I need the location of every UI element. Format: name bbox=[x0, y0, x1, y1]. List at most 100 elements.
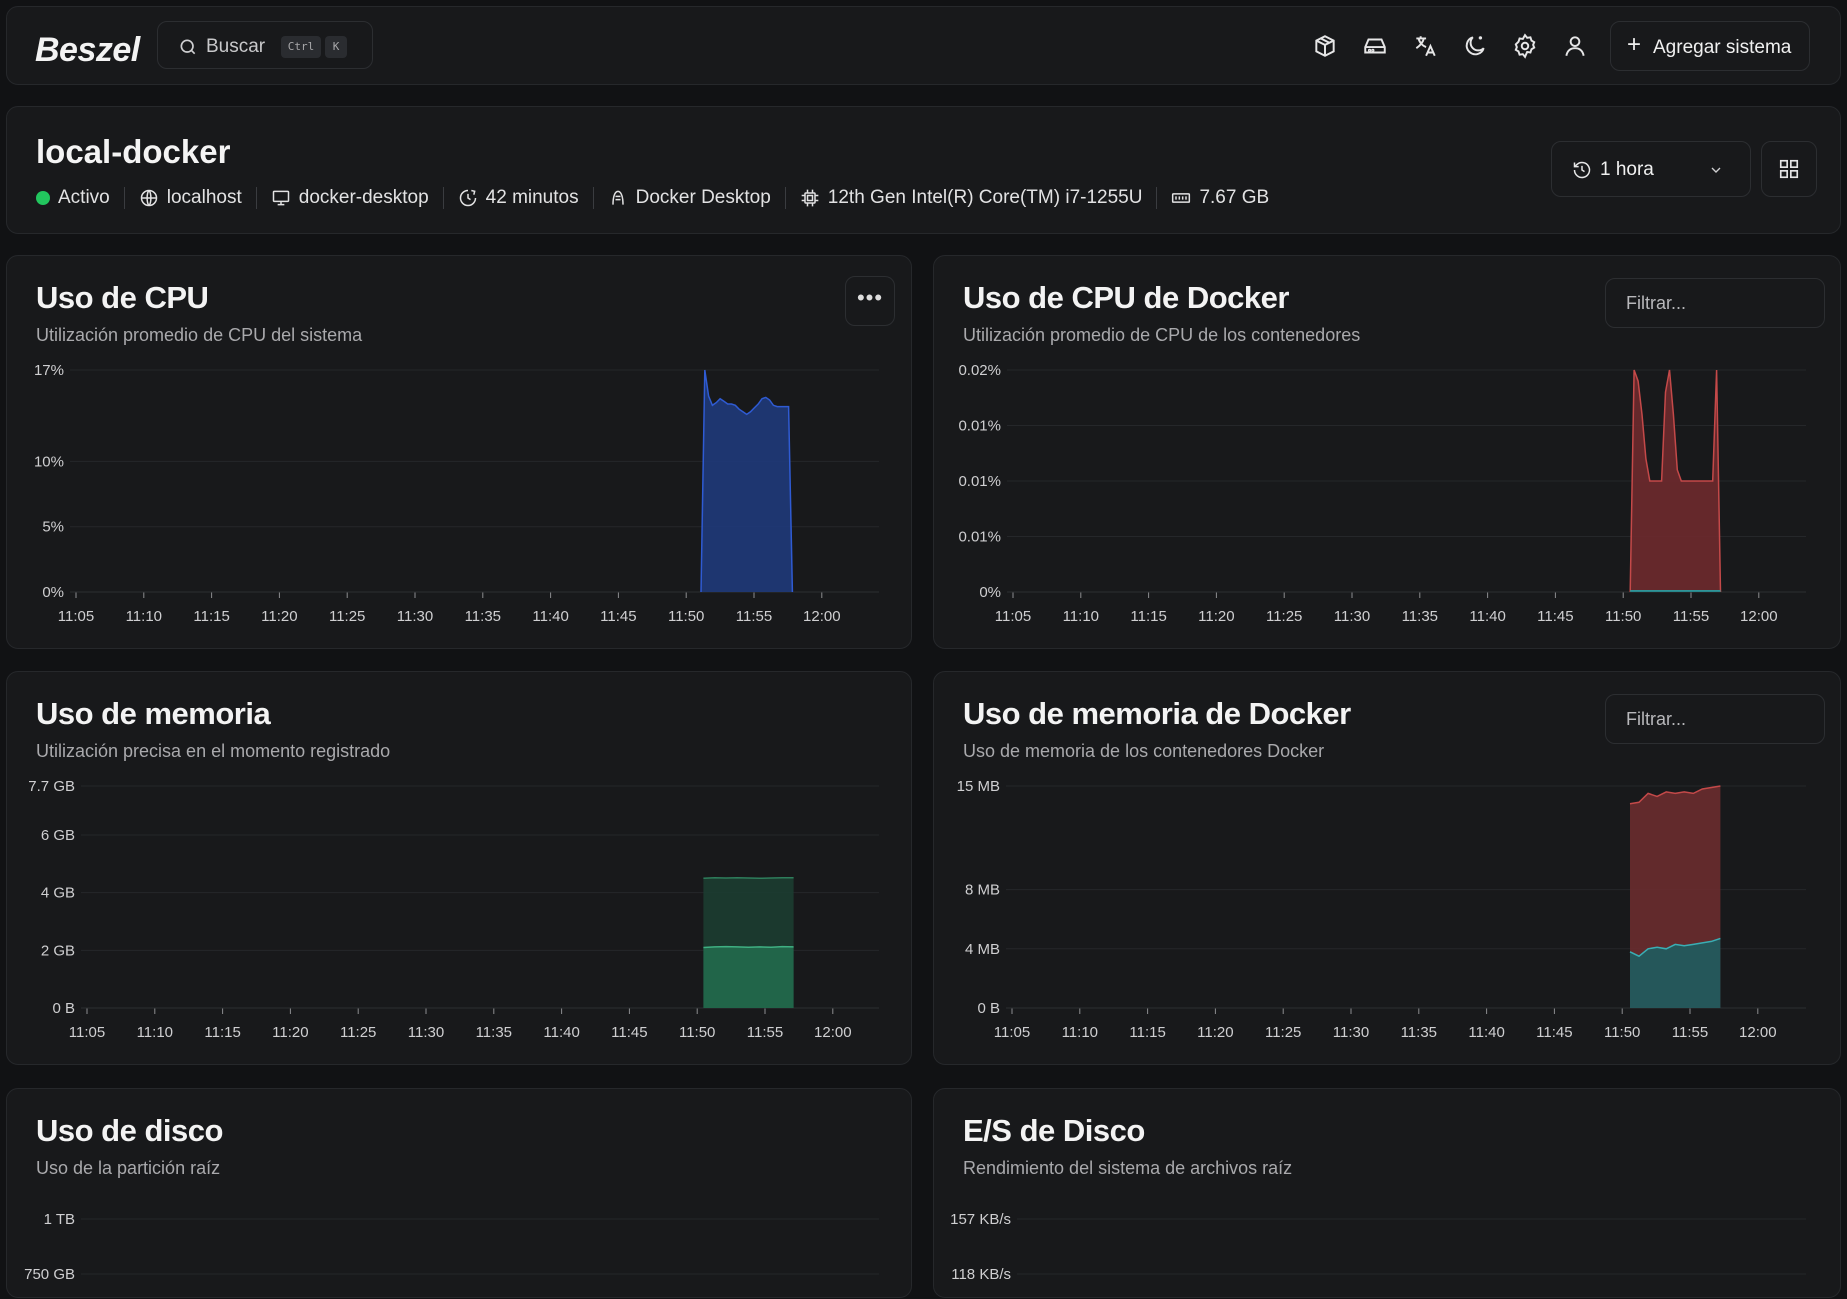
filter-input[interactable] bbox=[1605, 278, 1825, 328]
y-tick-label: 17% bbox=[34, 362, 64, 379]
x-tick-label: 12:00 bbox=[814, 1024, 852, 1041]
x-tick-label: 11:05 bbox=[69, 1024, 105, 1041]
status-text: Activo bbox=[58, 187, 110, 208]
system-info-panel: local-docker Activo localhost docker-des… bbox=[6, 106, 1841, 234]
x-tick-label: 11:20 bbox=[1197, 1024, 1233, 1041]
series-area-0 bbox=[1630, 370, 1721, 592]
monitor-icon bbox=[272, 190, 289, 206]
y-tick-label: 0 B bbox=[977, 1000, 1000, 1017]
more-options-button[interactable]: ••• bbox=[845, 276, 895, 326]
y-tick-label: 0% bbox=[979, 584, 1001, 601]
series-line-0 bbox=[1629, 369, 1722, 593]
card-title: Uso de CPU bbox=[36, 280, 209, 315]
y-tick-label: 6 GB bbox=[41, 827, 75, 844]
series-line-1 bbox=[1629, 937, 1721, 958]
system-meta: Activo localhost docker-desktop 42 minut… bbox=[36, 187, 1269, 209]
x-tick-label: 11:40 bbox=[543, 1024, 579, 1041]
x-tick-label: 11:30 bbox=[1334, 608, 1370, 625]
cpu-chart: 17% 10% 5% 0% 11:05 11:10 11:15 11:20 11:25 11:30… bbox=[34, 362, 879, 625]
layout-toggle-button[interactable] bbox=[1761, 141, 1817, 197]
settings-icon[interactable] bbox=[1512, 33, 1538, 59]
card-title: Uso de memoria de Docker bbox=[963, 696, 1351, 731]
search-placeholder: Buscar bbox=[206, 36, 266, 57]
x-tick-label: 11:55 bbox=[1672, 1024, 1708, 1041]
x-tick-label: 11:45 bbox=[600, 608, 636, 625]
disk-chart: 1 TB 750 GB bbox=[24, 1211, 879, 1283]
x-tick-label: 11:55 bbox=[747, 1024, 783, 1041]
y-tick-label: 4 GB bbox=[41, 885, 75, 902]
memory-text: 7.67 GB bbox=[1199, 187, 1270, 208]
filter-input[interactable] bbox=[1605, 694, 1825, 744]
memory-chart-card: Uso de memoria Utilización precisa en el… bbox=[6, 671, 912, 1065]
x-tick-label: 11:55 bbox=[1673, 608, 1709, 625]
os-text: Docker Desktop bbox=[635, 187, 771, 208]
x-tick-label: 11:40 bbox=[532, 608, 568, 625]
hard-drive-icon[interactable] bbox=[1362, 33, 1388, 59]
card-subtitle: Uso de la partición raíz bbox=[36, 1158, 221, 1178]
card-subtitle: Utilización promedio de CPU de los conte… bbox=[963, 325, 1361, 345]
history-icon bbox=[1573, 161, 1591, 179]
uptime-icon bbox=[459, 189, 476, 207]
x-tick-label: 11:15 bbox=[1130, 608, 1166, 625]
disk-chart-card: Uso de disco Uso de la partición raíz 1 … bbox=[6, 1088, 912, 1298]
card-title: Uso de CPU de Docker bbox=[963, 280, 1289, 315]
user-icon[interactable] bbox=[1562, 33, 1588, 59]
x-tick-label: 11:05 bbox=[58, 608, 94, 625]
cpu-chart-card: Uso de CPU Utilización promedio de CPU d… bbox=[6, 255, 912, 649]
uptime-text: 42 minutos bbox=[485, 187, 579, 208]
y-tick-label: 10% bbox=[34, 453, 64, 470]
containers-icon[interactable] bbox=[1312, 33, 1338, 59]
x-tick-label: 11:50 bbox=[1604, 1024, 1640, 1041]
series-area-1 bbox=[703, 946, 794, 1008]
y-tick-label: 750 GB bbox=[24, 1266, 75, 1283]
x-tick-label: 11:15 bbox=[204, 1024, 240, 1041]
search-icon bbox=[180, 39, 196, 55]
hostname-text: docker-desktop bbox=[298, 187, 429, 208]
x-tick-label: 11:05 bbox=[995, 608, 1031, 625]
x-tick-label: 11:45 bbox=[1536, 1024, 1572, 1041]
x-tick-label: 11:45 bbox=[611, 1024, 647, 1041]
cpu-icon bbox=[801, 189, 819, 207]
y-tick-label: 0.01% bbox=[958, 529, 1001, 546]
y-tick-label: 7.7 GB bbox=[28, 778, 75, 795]
y-tick-label: 157 KB/s bbox=[950, 1211, 1011, 1228]
x-tick-label: 11:20 bbox=[261, 608, 297, 625]
x-tick-label: 11:25 bbox=[1266, 608, 1302, 625]
x-tick-label: 11:30 bbox=[1333, 1024, 1369, 1041]
app-logo[interactable]: Beszel bbox=[35, 31, 140, 69]
y-tick-label: 5% bbox=[42, 519, 64, 536]
y-tick-label: 4 MB bbox=[965, 941, 1000, 958]
plus-icon: + bbox=[1627, 31, 1642, 58]
add-system-button[interactable]: + Agregar sistema bbox=[1610, 21, 1810, 71]
kbd-ctrl: Ctrl bbox=[281, 36, 321, 58]
x-tick-label: 11:55 bbox=[736, 608, 772, 625]
theme-toggle-icon[interactable] bbox=[1462, 33, 1488, 59]
y-tick-label: 15 MB bbox=[957, 778, 1000, 795]
series-area-0 bbox=[701, 370, 793, 592]
kbd-k: K bbox=[325, 36, 347, 58]
x-tick-label: 11:10 bbox=[1062, 1024, 1098, 1041]
x-tick-label: 11:10 bbox=[1063, 608, 1099, 625]
x-tick-label: 11:20 bbox=[1198, 608, 1234, 625]
docker-cpu-chart-card: Uso de CPU de Docker Utilización promedi… bbox=[933, 255, 1841, 649]
search-box[interactable]: Buscar Ctrl K bbox=[157, 21, 373, 69]
x-tick-label: 11:35 bbox=[1402, 608, 1438, 625]
x-tick-label: 11:25 bbox=[340, 1024, 376, 1041]
x-tick-label: 11:35 bbox=[1401, 1024, 1437, 1041]
x-tick-label: 11:40 bbox=[1469, 608, 1505, 625]
y-tick-label: 0 B bbox=[52, 1000, 75, 1017]
time-range-value: 1 hora bbox=[1600, 159, 1654, 180]
series-line-0 bbox=[1629, 785, 1721, 805]
y-tick-label: 118 KB/s bbox=[951, 1266, 1011, 1283]
y-tick-label: 1 TB bbox=[44, 1211, 75, 1228]
disk-io-chart-card: E/S de Disco Rendimiento del sistema de … bbox=[933, 1088, 1841, 1298]
x-tick-label: 11:15 bbox=[193, 608, 229, 625]
series-line-0 bbox=[703, 876, 794, 880]
x-tick-label: 11:35 bbox=[476, 1024, 512, 1041]
x-tick-label: 11:50 bbox=[679, 1024, 715, 1041]
y-tick-label: 2 GB bbox=[41, 942, 75, 959]
language-icon[interactable] bbox=[1412, 33, 1438, 59]
time-range-select[interactable]: 1 hora bbox=[1551, 141, 1751, 197]
x-tick-label: 11:25 bbox=[329, 608, 365, 625]
y-tick-label: 8 MB bbox=[965, 882, 1000, 899]
